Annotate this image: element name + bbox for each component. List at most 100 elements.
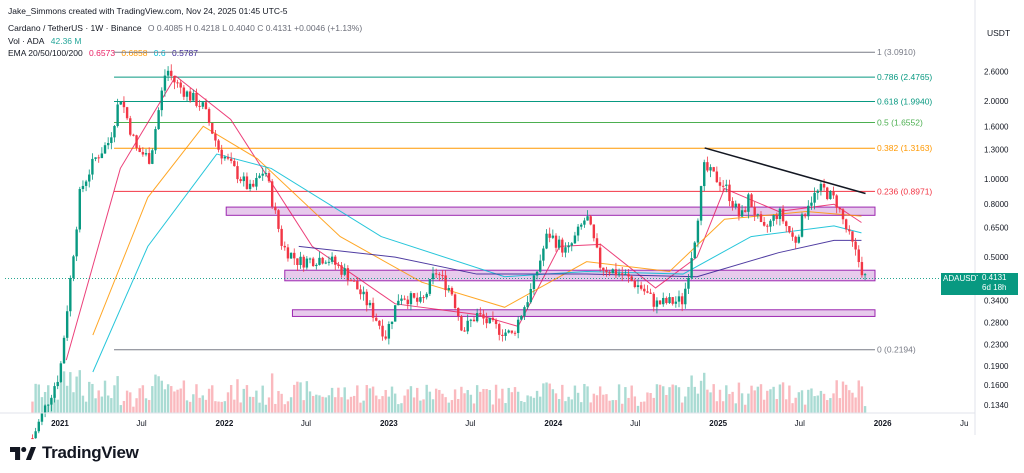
- volume-bar: [198, 397, 201, 413]
- candle-body: [106, 143, 110, 146]
- candle-body: [851, 231, 854, 242]
- volume-bar: [516, 391, 520, 413]
- volume-bar: [737, 382, 741, 413]
- candle-body: [239, 179, 242, 182]
- candle-body: [785, 221, 788, 227]
- candle-body: [141, 152, 145, 155]
- volume-bar: [356, 385, 359, 413]
- ema-line: [92, 153, 862, 373]
- candle-body: [286, 247, 290, 259]
- volume-bar: [526, 395, 529, 413]
- volume-bar: [110, 398, 113, 413]
- volume-bar: [425, 384, 428, 413]
- volume-bar: [747, 393, 750, 413]
- fib-label: 1 (3.0910): [877, 47, 916, 57]
- candle-body: [220, 149, 223, 159]
- price-tick-label: 0.6500: [984, 224, 1009, 233]
- candle-body: [122, 101, 126, 108]
- price-tick-label: 0.2800: [984, 318, 1009, 327]
- volume-bar: [337, 387, 340, 413]
- candle-body: [523, 307, 526, 316]
- candle-body: [258, 175, 261, 178]
- volume-bar: [280, 393, 283, 413]
- candle-body: [125, 107, 129, 119]
- volume-bar: [261, 385, 264, 413]
- volume-legend[interactable]: Vol · ADA 42.36 M: [8, 36, 85, 46]
- candle-body: [330, 256, 334, 262]
- brand-logo[interactable]: TradingView: [10, 443, 139, 463]
- volume-label: Vol · ADA: [8, 36, 45, 46]
- volume-bar: [226, 392, 230, 413]
- volume-bar: [731, 391, 734, 413]
- candle-body: [223, 157, 227, 159]
- candle-body: [854, 241, 857, 250]
- candle-body: [602, 267, 605, 271]
- volume-bar: [217, 401, 220, 413]
- volume-bar: [88, 381, 91, 413]
- candle-body: [261, 173, 264, 176]
- volume-bar: [646, 392, 649, 413]
- fib-label: 0.786 (2.4765): [877, 72, 932, 82]
- volume-bar: [375, 395, 378, 413]
- candle-body: [573, 235, 577, 244]
- volume-bar: [703, 372, 706, 413]
- candle-body: [359, 289, 362, 295]
- volume-bar: [393, 393, 397, 413]
- ema-line: [92, 125, 862, 336]
- price-tick-label: 0.1340: [984, 401, 1009, 410]
- candle-body: [693, 242, 696, 259]
- time-tick-label: Jul: [136, 419, 146, 428]
- candle-body: [498, 324, 501, 335]
- candle-body: [545, 233, 548, 249]
- volume-bar: [457, 398, 460, 413]
- candle-body: [532, 275, 536, 289]
- volume-bar: [340, 397, 343, 413]
- volume-bar: [384, 389, 387, 413]
- volume-bar: [750, 385, 753, 413]
- candle-body: [718, 182, 722, 186]
- volume-bar: [756, 386, 760, 413]
- volume-bar: [321, 396, 324, 413]
- symbol-legend[interactable]: Cardano / TetherUS · 1W · Binance O 0.40…: [8, 23, 366, 33]
- candle-body: [270, 181, 274, 207]
- candle-body: [37, 421, 40, 432]
- candle-body: [608, 272, 611, 274]
- ema20-value: 0.6573: [89, 48, 116, 58]
- volume-bar: [453, 389, 457, 413]
- volume-bar: [91, 383, 94, 413]
- volume-bar: [803, 404, 807, 413]
- price-tag[interactable]: ADAUSDT: [941, 272, 987, 295]
- candle-body: [709, 167, 712, 171]
- candle-body: [696, 220, 700, 243]
- volume-bar: [416, 387, 419, 413]
- volume-bar: [696, 393, 700, 413]
- candle-body: [103, 145, 107, 154]
- volume-bar: [838, 398, 842, 413]
- candle-body: [643, 288, 646, 292]
- volume-bar: [671, 384, 674, 413]
- candle-body: [744, 210, 747, 212]
- volume-bar: [621, 403, 624, 413]
- volume-bar: [94, 398, 97, 413]
- volume-bar: [699, 380, 703, 413]
- fib-label: 0.618 (1.9940): [877, 97, 932, 107]
- candle-body: [375, 317, 378, 321]
- volume-bar: [296, 381, 299, 413]
- candle-body: [173, 75, 176, 83]
- candle-body: [43, 405, 47, 414]
- candle-body: [321, 257, 324, 264]
- candle-body: [409, 293, 413, 305]
- volume-bar: [513, 387, 517, 413]
- time-tick-label: 2024: [544, 419, 562, 428]
- ema-legend[interactable]: EMA 20/50/100/200 0.6573 0.6858 0.6 0.57…: [8, 48, 202, 58]
- candle-body: [255, 177, 258, 187]
- candle-body: [740, 210, 744, 217]
- candle-body: [160, 90, 163, 111]
- volume-bar: [832, 393, 835, 413]
- candle-body: [419, 297, 422, 302]
- volume-bar: [422, 399, 425, 413]
- volume-bar: [785, 399, 788, 413]
- volume-bar: [390, 386, 394, 413]
- candle-body: [803, 214, 807, 217]
